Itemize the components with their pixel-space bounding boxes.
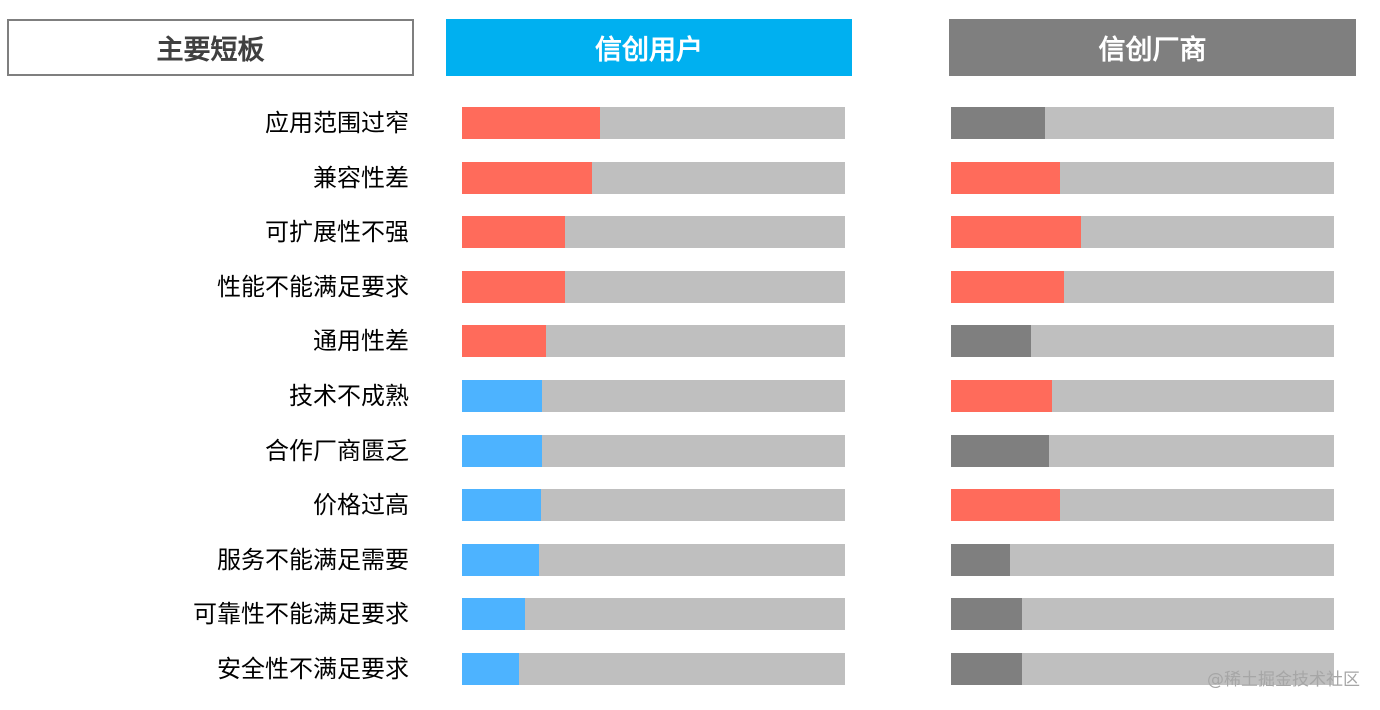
vendors-bar-track: [951, 653, 1334, 685]
users-bar-track: [462, 380, 845, 412]
vendors-bar: [951, 489, 1061, 521]
users-bar: [462, 380, 543, 412]
vendors-bar: [951, 598, 1022, 630]
users-bar: [462, 271, 566, 303]
header-xinchuang-users: 信创用户: [446, 19, 852, 76]
vendors-bar-track: [951, 162, 1334, 194]
vendors-bar: [951, 216, 1082, 248]
users-bar: [462, 653, 520, 685]
header-main-shortcomings: 主要短板: [7, 19, 414, 76]
vendors-bar: [951, 325, 1032, 357]
users-bar-track: [462, 162, 845, 194]
users-bar-track: [462, 216, 845, 248]
category-label: 合作厂商匮乏: [265, 437, 409, 465]
category-label: 安全性不满足要求: [217, 655, 409, 683]
vendors-bar-track: [951, 544, 1334, 576]
users-bar: [462, 435, 543, 467]
vendors-bar: [951, 544, 1011, 576]
vendors-bar: [951, 107, 1045, 139]
users-bar-track: [462, 325, 845, 357]
category-label: 服务不能满足需要: [217, 546, 409, 574]
users-bar-track: [462, 107, 845, 139]
users-bar-track: [462, 544, 845, 576]
users-bar-track: [462, 489, 845, 521]
users-bar: [462, 216, 566, 248]
vendors-bar-track: [951, 435, 1334, 467]
vendors-bar-track: [951, 216, 1334, 248]
users-bar-track: [462, 598, 845, 630]
users-bar: [462, 162, 593, 194]
header-main-shortcomings-text: 主要短板: [156, 35, 265, 66]
category-label: 通用性差: [313, 327, 409, 355]
vendors-bar-track: [951, 489, 1334, 521]
category-label: 可扩展性不强: [265, 218, 409, 246]
users-bar: [462, 544, 539, 576]
vendors-bar-track: [951, 271, 1334, 303]
category-label: 性能不能满足要求: [217, 273, 409, 301]
vendors-bar: [951, 653, 1022, 685]
vendors-bar: [951, 380, 1053, 412]
users-bar-track: [462, 653, 845, 685]
vendors-bar: [951, 271, 1064, 303]
users-bar-track: [462, 271, 845, 303]
vendors-bar-track: [951, 598, 1334, 630]
vendors-bar: [951, 162, 1061, 194]
vendors-bar: [951, 435, 1049, 467]
users-bar: [462, 489, 541, 521]
users-bar-track: [462, 435, 845, 467]
header-xinchuang-vendors: 信创厂商: [949, 19, 1356, 76]
category-label: 兼容性差: [313, 164, 409, 192]
header-xinchuang-vendors-text: 信创厂商: [1098, 35, 1207, 66]
category-label: 技术不成熟: [289, 382, 409, 410]
vendors-bar-track: [951, 325, 1334, 357]
category-label: 可靠性不能满足要求: [193, 600, 409, 628]
header-xinchuang-users-text: 信创用户: [595, 35, 703, 66]
category-label: 价格过高: [313, 491, 409, 519]
users-bar: [462, 598, 526, 630]
watermark: @稀土掘金技术社区: [1207, 670, 1360, 690]
users-bar: [462, 325, 547, 357]
category-label: 应用范围过窄: [265, 109, 409, 137]
users-bar: [462, 107, 600, 139]
vendors-bar-track: [951, 107, 1334, 139]
vendors-bar-track: [951, 380, 1334, 412]
